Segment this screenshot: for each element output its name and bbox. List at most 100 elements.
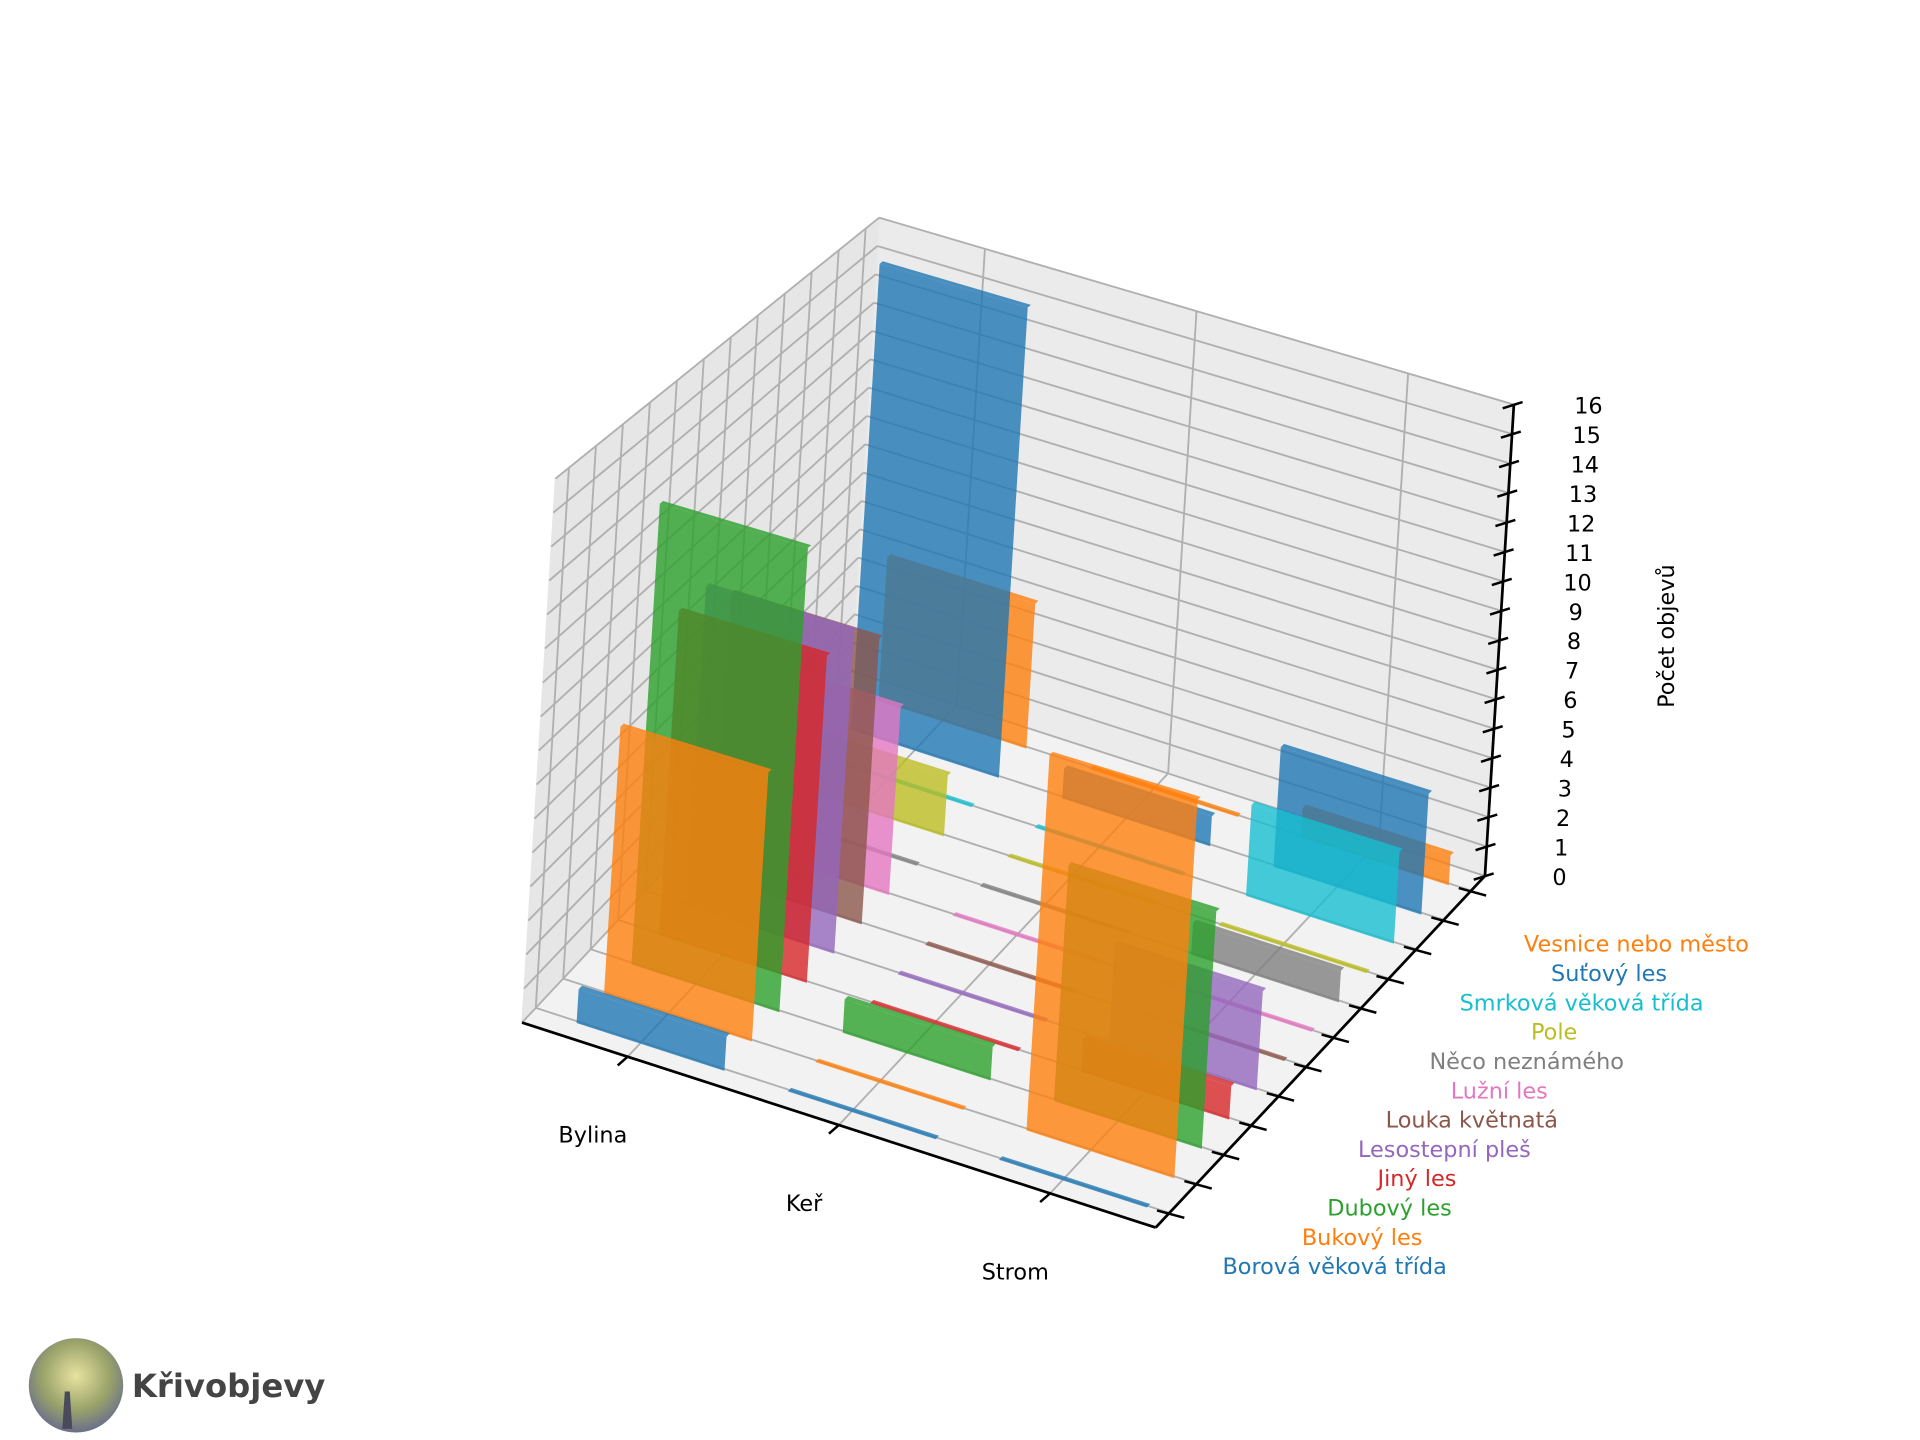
bar-top [999, 1156, 1151, 1208]
z-tick [1473, 872, 1495, 881]
legend-label: Dubový les [1327, 1195, 1451, 1221]
bar [1246, 804, 1400, 944]
brand: Křivobjevy [132, 1367, 325, 1405]
z-tick-label: 1 [1554, 835, 1568, 861]
bar [576, 989, 727, 1071]
z-tick [1491, 577, 1513, 587]
grid-line [836, 228, 867, 686]
z-tick-label: 14 [1571, 452, 1599, 478]
z-tick [1489, 607, 1511, 616]
z-tick-label: 16 [1574, 394, 1602, 420]
bar-top [897, 970, 1049, 1023]
bar-top [659, 500, 812, 548]
grid-line [1167, 311, 1198, 774]
z-tick-label: 13 [1569, 482, 1597, 508]
bar-top [1218, 921, 1370, 974]
z-tick-label: 9 [1569, 600, 1583, 626]
grid-line [562, 445, 597, 979]
z-tick [1496, 489, 1518, 498]
legend-label: Borová věková třída [1222, 1254, 1446, 1280]
y-tick [1238, 1121, 1267, 1132]
bar [1026, 754, 1198, 1179]
z-tick-label: 2 [1556, 806, 1570, 832]
grid-line [544, 358, 872, 650]
z-tick [1475, 842, 1496, 852]
bar-top [1251, 801, 1403, 852]
z-tick-label: 6 [1563, 688, 1577, 714]
y-tick [1266, 1092, 1295, 1102]
z-tick [1493, 548, 1514, 557]
bar [851, 263, 1028, 778]
z-tick-label: 11 [1565, 541, 1593, 567]
bar [604, 726, 769, 1042]
bar-top [578, 985, 730, 1037]
x-tick [828, 1124, 840, 1135]
z-tick [1486, 666, 1507, 675]
y-tick [1184, 1179, 1213, 1190]
legend-label: Jiný les [1375, 1166, 1456, 1192]
bars [576, 261, 1454, 1208]
y-tick [1293, 1062, 1322, 1073]
x-tick-label: Strom [982, 1259, 1049, 1285]
z-tick-label: 5 [1561, 718, 1575, 744]
z-tick [1480, 754, 1502, 763]
y-tick [1458, 886, 1487, 897]
z-tick-label: 4 [1560, 747, 1574, 773]
z-tick [1478, 783, 1500, 793]
bar-top [870, 999, 1022, 1052]
grid-line [548, 301, 875, 582]
logo: Křivobjevy [28, 1338, 325, 1433]
grid-line [546, 330, 873, 616]
legend-label: Pole [1531, 1020, 1577, 1046]
z-tick [1482, 724, 1504, 734]
legend-label: Bukový les [1302, 1225, 1423, 1251]
bar-top [620, 723, 772, 773]
logo-image [28, 1338, 124, 1433]
bar-top [1280, 743, 1433, 794]
z-axis-label: Počet objevů [1653, 564, 1680, 708]
z-tick [1484, 695, 1505, 705]
z-tick-label: 3 [1558, 777, 1572, 803]
legend-label: Něco neznámého [1429, 1049, 1624, 1075]
grid-line [550, 273, 877, 548]
x-tick-label: Bylina [558, 1123, 627, 1149]
legend-label: Lužní les [1451, 1078, 1548, 1104]
legend-label: Vesnice nebo město [1524, 932, 1749, 958]
legend-label: Suťový les [1551, 961, 1667, 987]
x-tick [616, 1055, 629, 1067]
grid-line [552, 245, 878, 514]
z-tick-label: 12 [1567, 511, 1595, 537]
grid-line [534, 467, 570, 1008]
z-tick-label: 10 [1563, 570, 1591, 596]
grid-line [1378, 373, 1410, 842]
y-tick [1403, 945, 1432, 956]
bar [1191, 923, 1341, 1003]
y-tick [1348, 1004, 1377, 1014]
logo-figure [62, 1391, 73, 1429]
bar-top [787, 1087, 940, 1140]
bar-top [879, 261, 1031, 308]
z-tick [1487, 636, 1509, 646]
z-tick [1500, 430, 1522, 439]
z-tick-label: 8 [1567, 629, 1581, 655]
grid-line [554, 216, 880, 480]
bar-top [1049, 751, 1201, 800]
y-axis [1154, 874, 1486, 1229]
bar [842, 999, 993, 1081]
x-tick [1039, 1192, 1051, 1204]
bar-top [844, 995, 996, 1048]
legend-label: Lesostepní pleš [1358, 1137, 1531, 1163]
grid-line [589, 424, 624, 950]
z-tick [1502, 400, 1523, 410]
bar-top [815, 1058, 967, 1110]
z-tick [1477, 813, 1498, 822]
grid-line [878, 216, 1515, 406]
y-tick [1156, 1209, 1185, 1220]
z-tick-label: 15 [1572, 423, 1600, 449]
bar-top [1193, 919, 1345, 971]
y-tick [1376, 974, 1405, 985]
z-tick [1498, 459, 1520, 469]
y-tick [1211, 1150, 1240, 1161]
y-tick [1321, 1033, 1350, 1044]
